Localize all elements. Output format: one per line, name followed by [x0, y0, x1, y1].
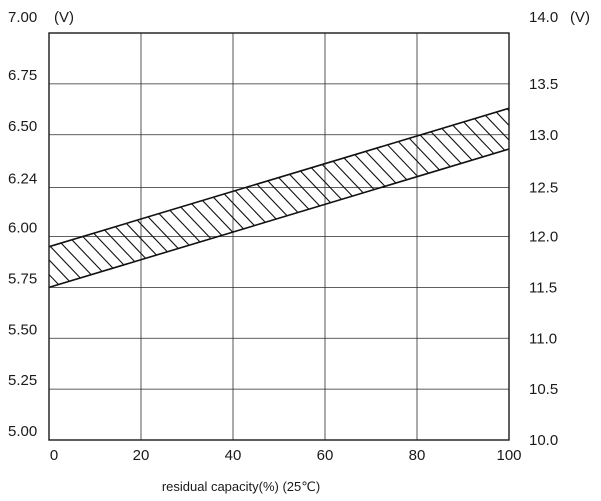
hatch-line — [49, 108, 320, 288]
hatch-line — [49, 108, 292, 288]
right-tick-label: 10.0 — [529, 432, 558, 449]
right-tick-label: 14.0 — [529, 9, 558, 26]
hatch-line — [49, 108, 306, 288]
x-tick-label: 60 — [317, 447, 334, 464]
right-tick-label: 11.5 — [529, 279, 557, 296]
hatch-line — [49, 108, 390, 288]
band-upper-edge — [48, 107, 510, 248]
right-axis-ticks: 10.0 10.5 11.0 11.5 12.0 12.5 13.0 13.5 14.0 — [529, 9, 558, 449]
right-tick-label: 13.5 — [529, 76, 558, 93]
hatch-line — [49, 108, 404, 288]
right-tick-label: 12.5 — [529, 180, 558, 197]
grid-lines — [49, 33, 509, 440]
left-tick-label: 6.00 — [8, 220, 37, 237]
hatch-line — [49, 108, 348, 288]
right-tick-label: 13.0 — [529, 127, 558, 144]
x-axis-title: residual capacity(%) (25℃) — [162, 479, 320, 494]
left-tick-label: 5.25 — [8, 372, 37, 389]
left-tick-label: 6.75 — [8, 67, 37, 84]
left-tick-label: 6.24 — [8, 171, 37, 188]
left-axis-unit: (V) — [54, 9, 74, 26]
x-axis-ticks: 0 20 40 60 80 100 — [50, 447, 522, 464]
right-tick-label: 12.0 — [529, 229, 558, 246]
left-tick-label: 5.00 — [8, 423, 37, 440]
left-tick-label: 7.00 — [8, 9, 37, 26]
x-tick-label: 100 — [496, 447, 521, 464]
left-tick-label: 5.50 — [8, 321, 37, 338]
plot-frame — [48, 32, 510, 441]
x-tick-label: 40 — [225, 447, 242, 464]
right-axis-unit: (V) — [570, 9, 590, 26]
hatch-line — [49, 108, 376, 288]
x-tick-label: 0 — [50, 447, 58, 464]
band-lower-edge — [48, 148, 510, 289]
x-tick-label: 20 — [133, 447, 150, 464]
right-tick-label: 10.5 — [529, 381, 558, 398]
hatch-line — [49, 108, 362, 288]
left-axis-ticks: 5.00 5.25 5.50 5.75 6.00 6.24 6.50 6.75 7.00 — [8, 9, 37, 440]
hatch-line — [49, 108, 334, 288]
right-tick-label: 11.0 — [529, 330, 557, 347]
left-tick-label: 6.50 — [8, 118, 37, 135]
x-tick-label: 80 — [409, 447, 426, 464]
left-tick-label: 5.75 — [8, 270, 37, 287]
